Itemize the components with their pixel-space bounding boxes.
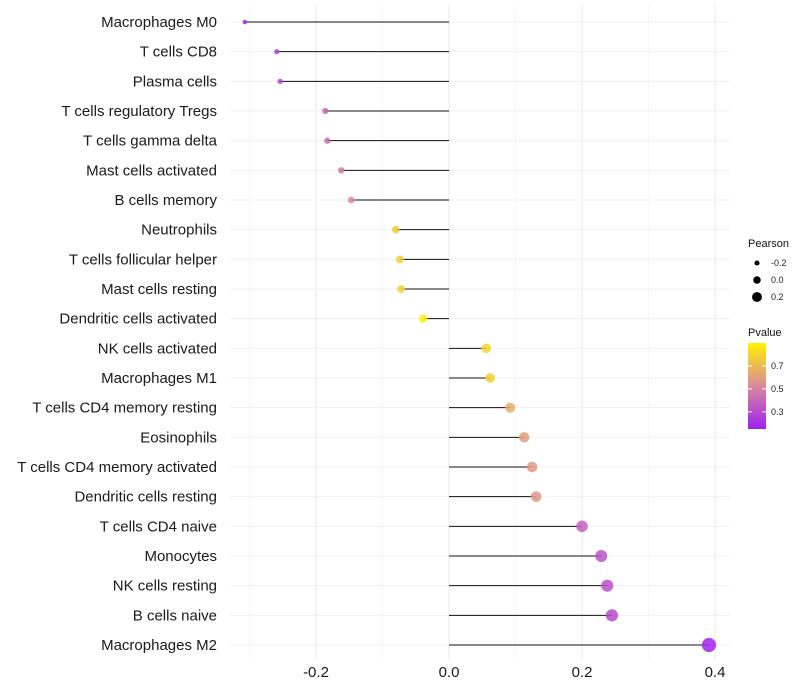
size-legend-key	[752, 292, 762, 302]
x-tick-label: -0.2	[303, 664, 329, 681]
color-legend-label: 0.3	[771, 407, 784, 417]
lollipop-point	[347, 196, 355, 204]
category-label: T cells regulatory Tregs	[61, 103, 217, 120]
category-label: B cells memory	[114, 192, 217, 209]
lollipop-point	[505, 402, 516, 413]
category-label: Mast cells resting	[101, 281, 217, 298]
category-label: Mast cells activated	[86, 162, 217, 179]
lollipop-point	[397, 285, 406, 293]
x-tick-label: 0.0	[439, 664, 460, 681]
color-legend-label: 0.7	[771, 361, 784, 371]
lollipop-point	[576, 520, 588, 533]
category-label: NK cells activated	[98, 340, 217, 357]
lollipop-point	[526, 461, 538, 473]
x-tick-label: 0.2	[572, 664, 593, 681]
category-label: Monocytes	[144, 548, 217, 565]
lollipop-point	[338, 167, 345, 174]
lollipop-point	[391, 225, 400, 234]
category-label: Neutrophils	[141, 222, 217, 239]
lollipop-point	[324, 137, 331, 144]
category-label: T cells CD4 naive	[100, 518, 217, 535]
color-legend-label: 0.5	[771, 384, 784, 394]
category-label: Dendritic cells activated	[59, 311, 217, 328]
x-tick-label: 0.4	[705, 664, 726, 681]
category-label: T cells gamma delta	[83, 133, 218, 150]
lollipop-point	[274, 49, 280, 55]
lollipop-point	[605, 609, 619, 622]
lollipop-point	[242, 19, 248, 25]
lollipop-point	[601, 579, 614, 592]
size-legend-label: 0.0	[771, 275, 784, 285]
category-label: T cells CD4 memory resting	[32, 400, 217, 417]
category-label: T cells CD8	[140, 44, 217, 61]
category-label: Plasma cells	[133, 73, 217, 90]
color-bar	[748, 343, 766, 429]
category-label: T cells follicular helper	[69, 251, 217, 268]
lollipop-point	[322, 107, 329, 115]
size-legend-label: 0.2	[771, 292, 784, 302]
category-label: Macrophages M1	[101, 370, 217, 387]
category-label: Dendritic cells resting	[74, 489, 217, 506]
category-label: NK cells resting	[113, 578, 217, 595]
category-label: Eosinophils	[140, 429, 217, 446]
category-label: B cells naive	[133, 607, 217, 624]
lollipop-point	[418, 314, 428, 323]
category-label: Macrophages M0	[101, 14, 217, 31]
lollipop-point	[595, 549, 608, 563]
size-legend-label: -0.2	[771, 258, 787, 268]
lollipop-point	[481, 343, 492, 354]
lollipop-point	[395, 255, 404, 264]
lollipop-point	[701, 637, 717, 653]
lollipop-point	[277, 78, 283, 84]
category-label: T cells CD4 memory activated	[17, 459, 217, 476]
size-legend-key	[753, 276, 761, 284]
size-legend-key	[754, 260, 760, 266]
lollipop-point	[485, 373, 496, 383]
lollipop-point	[530, 491, 542, 502]
size-legend-title: Pearson	[748, 238, 789, 250]
category-label: Macrophages M2	[101, 637, 217, 654]
lollipop-point	[518, 432, 530, 443]
color-legend-title: Pvalue	[748, 327, 782, 339]
